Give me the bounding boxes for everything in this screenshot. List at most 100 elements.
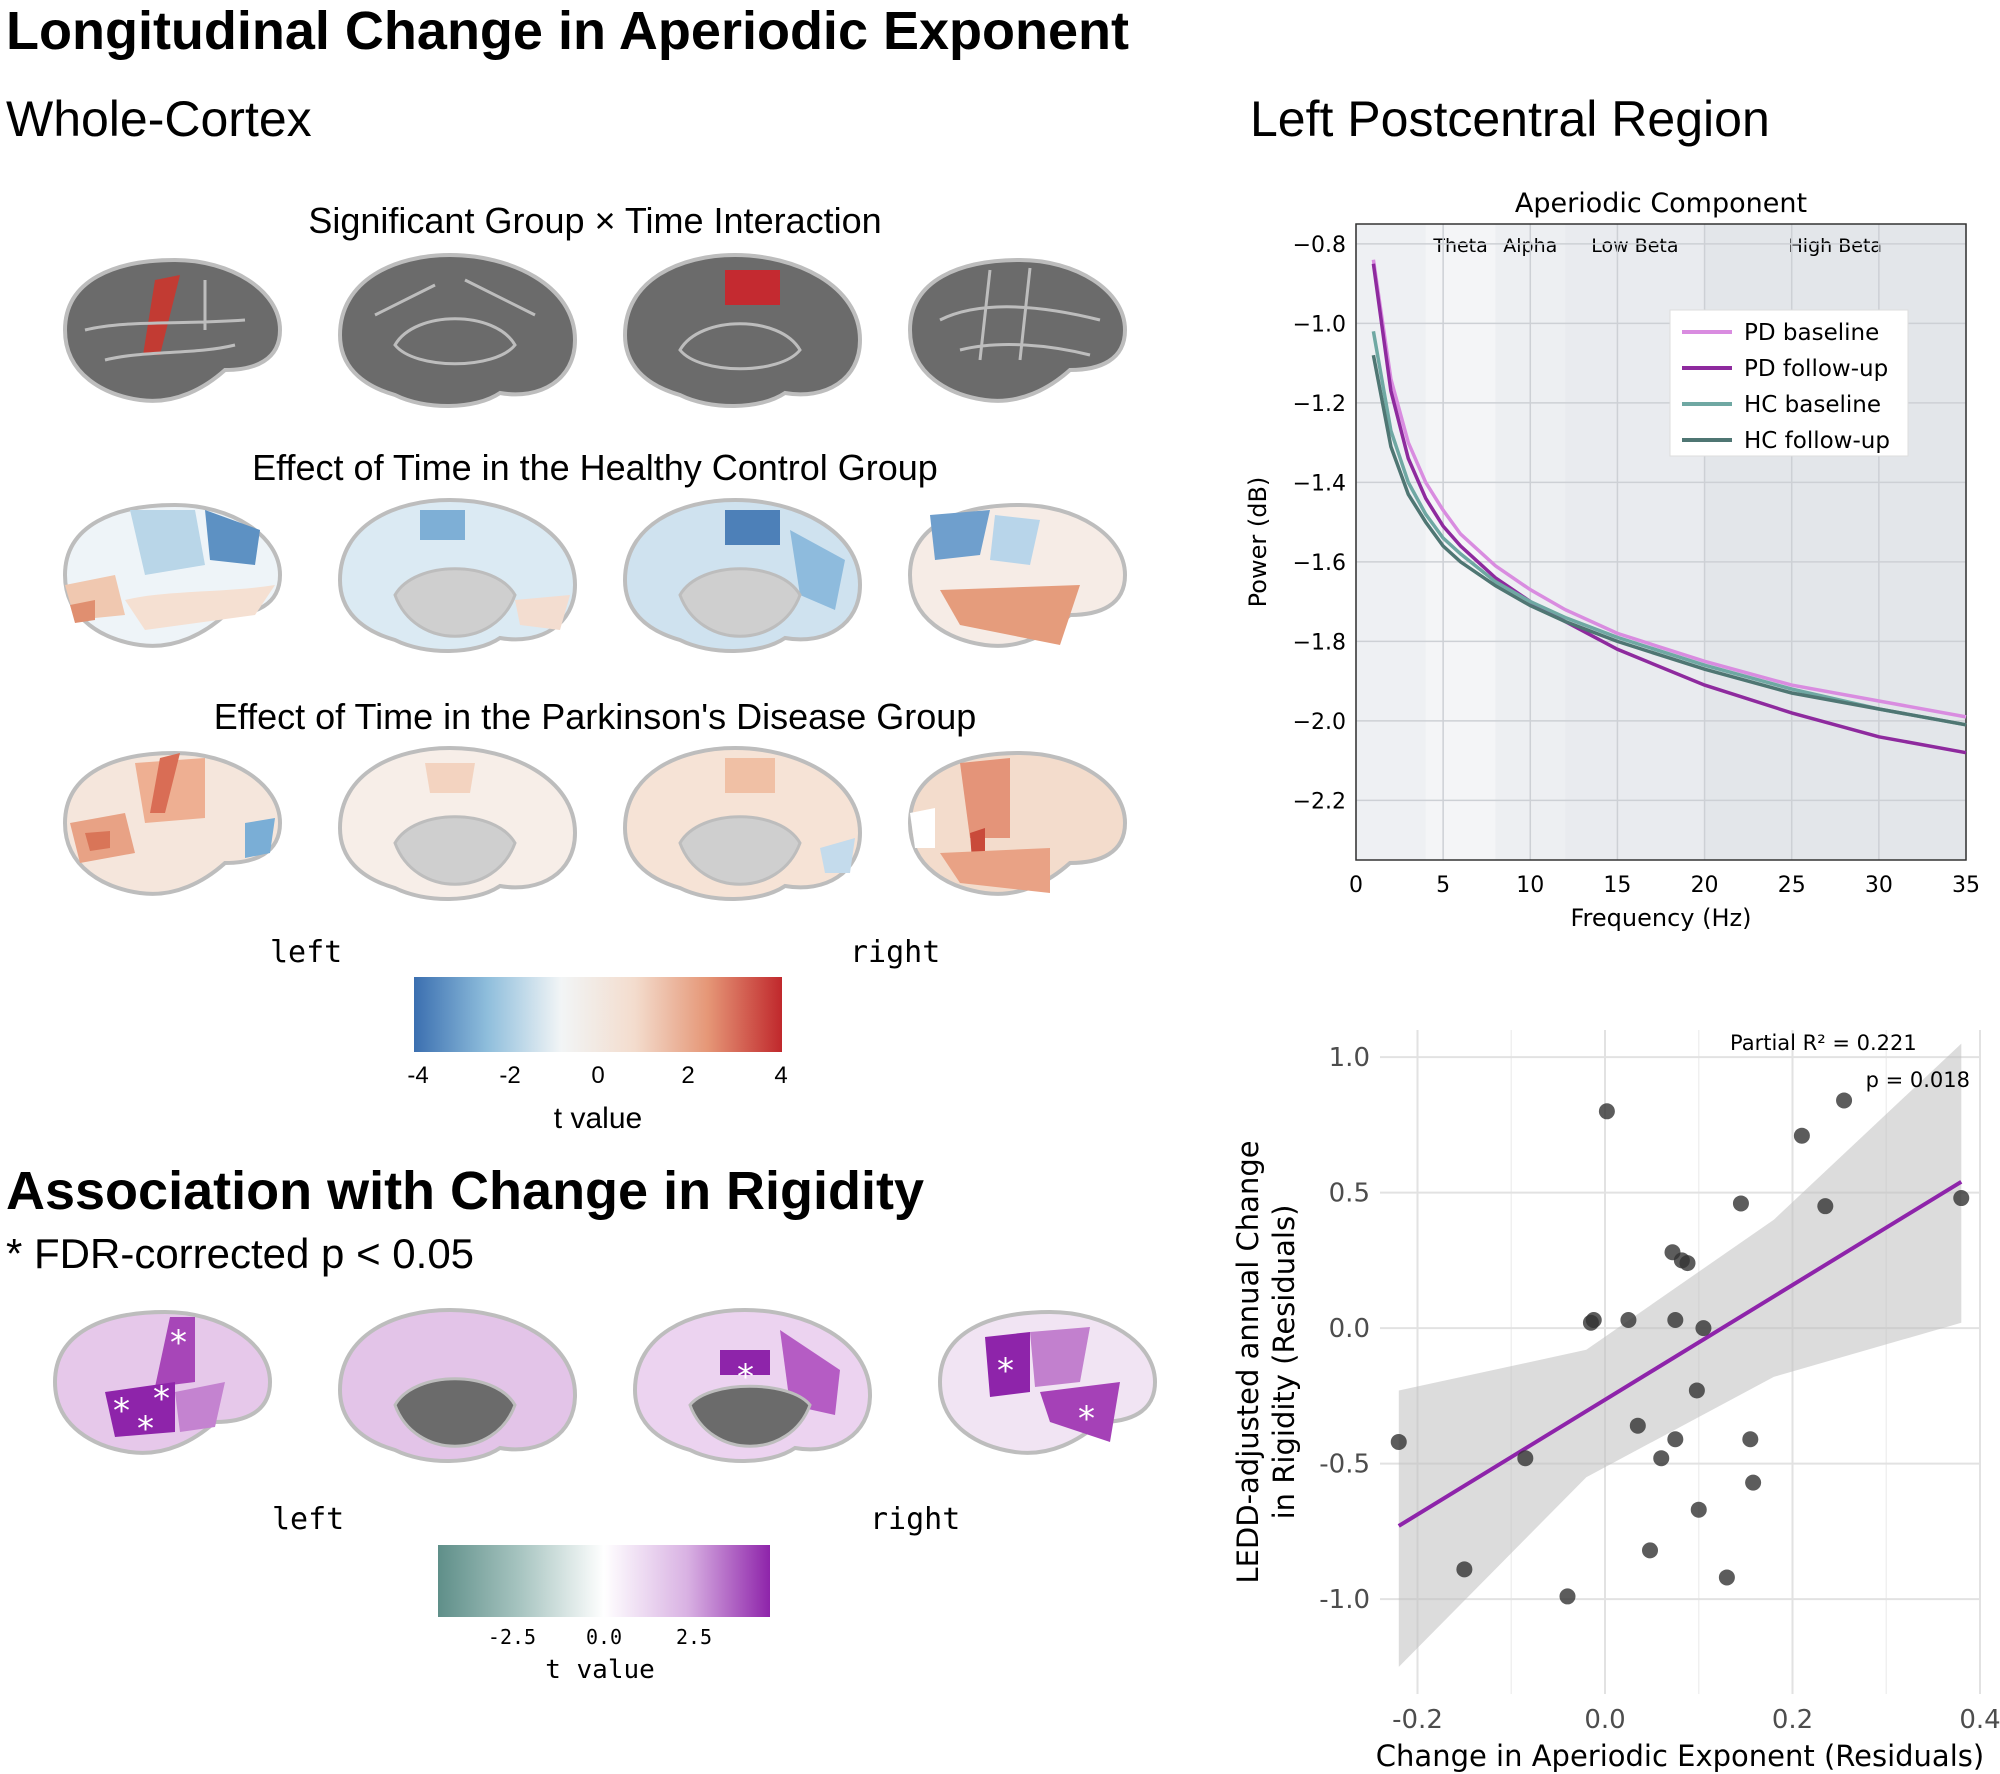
postcentral-heading: Left Postcentral Region <box>1250 91 1770 147</box>
data-point <box>1456 1561 1473 1578</box>
x-axis-label: Frequency (Hz) <box>1571 904 1752 932</box>
panel-title-interaction: Significant Group × Time Interaction <box>308 200 882 241</box>
svg-text:*: * <box>170 1323 187 1363</box>
x-tick-label: 15 <box>1603 873 1631 898</box>
data-point <box>1718 1569 1735 1586</box>
x-tick-label: 10 <box>1516 873 1544 898</box>
y-tick-label: -0.5 <box>1319 1450 1370 1480</box>
rigidity-scatter-chart: -0.2 0.0 0.2 0.4 1.0 0.5 0.0 -0.5 -1.0 Partial R²… <box>1231 1030 2000 1773</box>
colorbar-tick: -4 <box>407 1062 429 1089</box>
svg-text:*: * <box>737 1357 754 1397</box>
svg-text:*: * <box>153 1379 170 1419</box>
svg-text:*: * <box>113 1391 130 1431</box>
band-label: Theta <box>1432 235 1487 257</box>
band-theta <box>1425 224 1496 860</box>
figure-title: Longitudinal Change in Aperiodic Exponen… <box>6 1 1129 61</box>
data-point <box>1653 1450 1670 1467</box>
svg-text:*: * <box>997 1351 1014 1391</box>
data-point <box>1517 1450 1534 1467</box>
data-point <box>1585 1311 1602 1328</box>
hemi-label-right: right <box>850 935 941 970</box>
y-tick-label: −1.6 <box>1293 551 1346 576</box>
hemi-label-left: left <box>270 935 343 970</box>
brain-row-hc <box>63 498 1127 654</box>
brain-maps-rigidity: * * * * * * * <box>53 1308 1157 1464</box>
rigidity-colorbar-tick: 0.0 <box>585 1625 623 1649</box>
y-tick-label: 1.0 <box>1329 1043 1370 1073</box>
y-tick-label: 0.5 <box>1329 1179 1370 1209</box>
data-point <box>1688 1382 1705 1399</box>
brain-maps-whole-cortex <box>63 253 1127 902</box>
band-label: High Beta <box>1789 235 1883 257</box>
y-axis-label-line2: in Rigidity (Residuals) <box>1267 1205 1301 1520</box>
x-tick-label: 0.4 <box>1959 1705 2000 1735</box>
rigidity-colorbar-tick: 2.5 <box>675 1625 713 1649</box>
x-axis-label: Change in Aperiodic Exponent (Residuals) <box>1376 1739 1984 1773</box>
plot-frame <box>1355 223 1967 861</box>
colorbar-tick: -2 <box>499 1062 521 1089</box>
data-point <box>1598 1103 1615 1120</box>
brain-row-pd <box>63 746 1127 902</box>
x-tick-label: 0.0 <box>1584 1705 1625 1735</box>
annotation-r2: Partial R² = 0.221 <box>1730 1031 1917 1055</box>
data-point <box>1817 1198 1834 1215</box>
svg-text:*: * <box>137 1409 154 1449</box>
y-tick-label: −1.8 <box>1293 630 1346 655</box>
sig-region-right <box>725 270 780 305</box>
fdr-note: * FDR-corrected p < 0.05 <box>6 1230 475 1277</box>
rigidity-colorbar <box>438 1545 770 1617</box>
panel-title-hc: Effect of Time in the Healthy Control Gr… <box>252 447 938 488</box>
colorbar-tick: 0 <box>591 1062 605 1089</box>
data-point <box>1732 1195 1749 1212</box>
y-tick-label: -1.0 <box>1319 1585 1370 1615</box>
colorbar-t-value <box>414 977 782 1052</box>
y-tick-label: −2.2 <box>1293 789 1346 814</box>
x-tick-label: 35 <box>1952 873 1980 898</box>
data-point <box>1745 1474 1762 1491</box>
data-point <box>1679 1255 1696 1272</box>
x-tick-label: 0 <box>1349 873 1363 898</box>
data-point <box>1695 1320 1712 1337</box>
series-line-pd-baseline <box>1371 259 1967 719</box>
data-point <box>1390 1433 1407 1450</box>
y-tick-label: −2.0 <box>1293 710 1346 735</box>
data-point <box>1642 1542 1658 1559</box>
y-axis-label-line1: LEDD-adjusted annual Change <box>1231 1140 1265 1583</box>
colorbar-tick: 4 <box>774 1062 788 1089</box>
x-tick-label: 20 <box>1691 873 1719 898</box>
legend-label: HC baseline <box>1744 392 1881 418</box>
annotation-p: p = 0.018 <box>1866 1068 1970 1092</box>
band-label: Low Beta <box>1591 235 1678 257</box>
x-tick-label: 5 <box>1436 873 1450 898</box>
legend-label: PD follow-up <box>1744 356 1888 382</box>
y-tick-label: −1.4 <box>1293 471 1346 496</box>
legend-label: PD baseline <box>1744 320 1879 346</box>
y-tick-label: 0.0 <box>1329 1314 1370 1344</box>
series-line-hc-follow-up <box>1371 354 1967 727</box>
x-tick-label: 30 <box>1865 873 1893 898</box>
data-point <box>1629 1417 1646 1434</box>
x-tick-label: 25 <box>1778 873 1806 898</box>
y-tick-label: −1.2 <box>1293 392 1346 417</box>
y-tick-label: −1.0 <box>1293 312 1346 337</box>
data-point <box>1667 1311 1684 1328</box>
x-tick-label: 0.2 <box>1772 1705 1813 1735</box>
series-line-hc-baseline <box>1371 330 1967 727</box>
sig-region-left <box>143 275 180 355</box>
data-point <box>1793 1127 1810 1144</box>
data-point <box>1836 1092 1853 1109</box>
data-point <box>1620 1311 1637 1328</box>
x-tick-label: -0.2 <box>1392 1705 1443 1735</box>
rigidity-colorbar-tick: -2.5 <box>487 1625 537 1649</box>
rigidity-hemi-right: right <box>870 1502 961 1537</box>
data-point <box>1742 1431 1759 1448</box>
svg-text:*: * <box>1078 1399 1095 1439</box>
data-point <box>1690 1501 1707 1518</box>
data-point <box>1667 1431 1684 1448</box>
chart-title: Aperiodic Component <box>1515 188 1807 219</box>
colorbar-label: t value <box>553 1102 643 1135</box>
rigidity-colorbar-label: t value <box>545 1655 655 1685</box>
regression-line <box>1397 1180 1963 1528</box>
legend-box <box>1669 309 1909 457</box>
